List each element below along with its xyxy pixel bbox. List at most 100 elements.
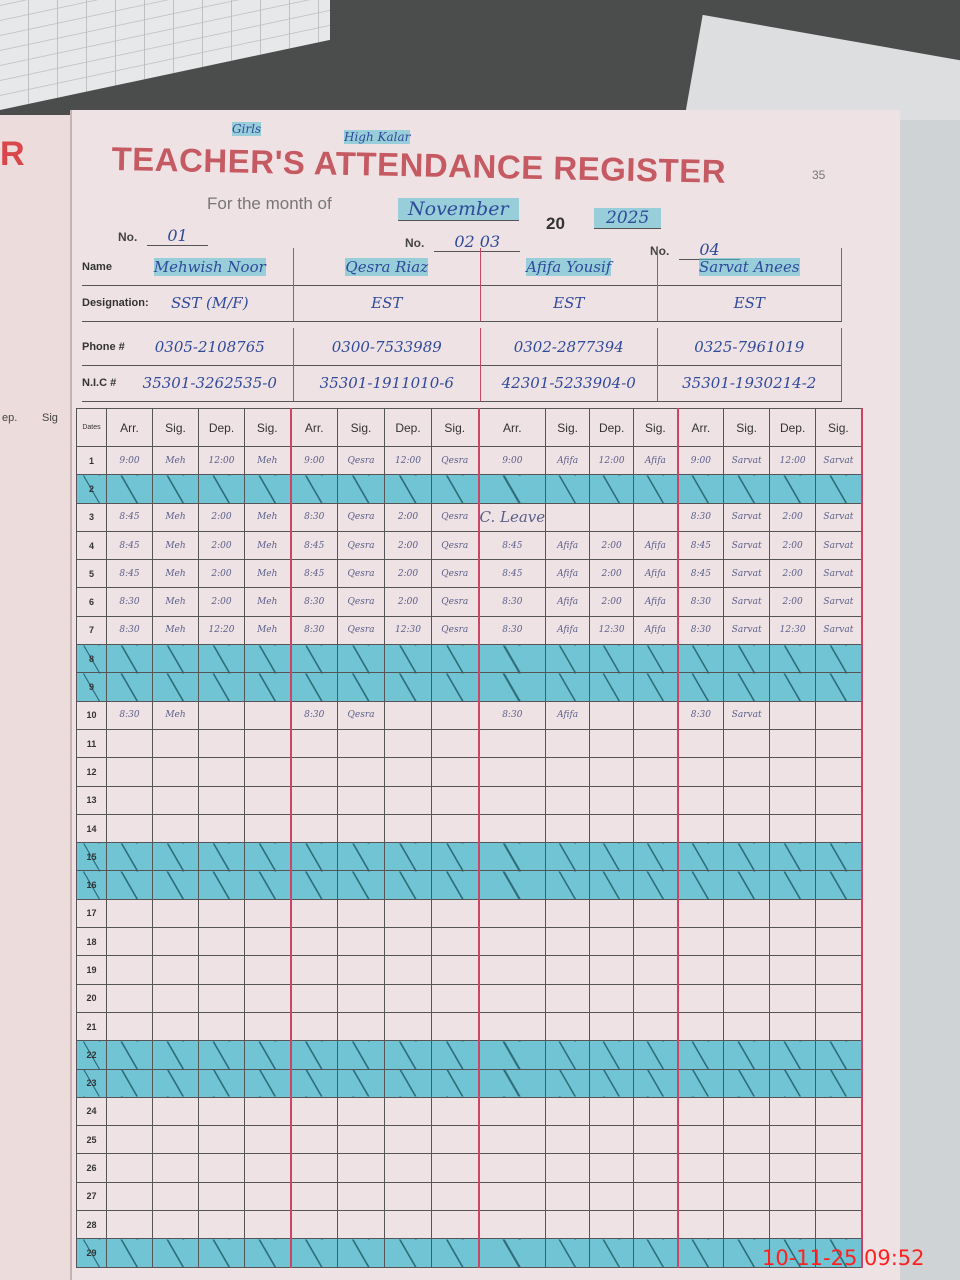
attendance-cell (633, 1210, 679, 1240)
attendance-cell: 8:45 (677, 530, 725, 561)
attendance-cell (815, 1068, 863, 1098)
attendance-cell (431, 813, 480, 844)
attendance-cell: 8:45 (290, 530, 338, 561)
attendance-cell: Afifa (545, 700, 591, 730)
attendance-cell (477, 1096, 547, 1127)
date-cell: 23 (76, 1068, 107, 1098)
attendance-cell (290, 1096, 338, 1127)
table-row: 17 (76, 898, 863, 929)
attendance-cell: Sarvat (723, 587, 771, 617)
date-cell: 4 (76, 530, 107, 561)
photo-timestamp: 10-11-25 09:52 (762, 1246, 925, 1270)
teacher-nic: 35301-1930214-2 (682, 373, 817, 392)
attendance-cell (769, 1153, 817, 1183)
attendance-cell (589, 728, 635, 759)
attendance-cell: Qesra (337, 559, 385, 589)
attendance-cell (545, 728, 591, 759)
attendance-cell (198, 870, 245, 900)
attendance-cell: Qesra (337, 700, 385, 730)
table-row: 24 (76, 1096, 863, 1127)
attendance-cell (677, 644, 725, 674)
attendance-cell (290, 955, 338, 985)
attendance-cell (384, 1125, 432, 1155)
column-header-row: Dates Arr. Sig. Dep. Sig. Arr. Sig. Dep. Sig. Arr… (76, 408, 863, 447)
date-cell: 17 (76, 898, 107, 929)
teacher-nic-cell: 35301-1930214-2 (658, 364, 842, 401)
date-cell: 15 (76, 842, 107, 872)
attendance-cell (589, 644, 635, 674)
attendance-cell: 12:00 (589, 445, 635, 476)
attendance-cell (198, 1238, 245, 1268)
teacher-name: Mehwish Noor (153, 257, 266, 276)
teacher-name-cell: Mehwish Noor (82, 248, 294, 285)
attendance-cell (431, 728, 480, 759)
attendance-cell (244, 898, 292, 929)
attendance-cell (337, 1153, 385, 1183)
attendance-cell (677, 1181, 725, 1212)
attendance-cell: 8:30 (106, 615, 153, 646)
attendance-cell (384, 1040, 432, 1070)
attendance-cell (477, 474, 547, 504)
attendance-cell: 2:00 (589, 559, 635, 589)
attendance-cell (545, 1068, 591, 1098)
attendance-cell (106, 785, 153, 815)
attendance-cell: 2:00 (384, 530, 432, 561)
attendance-cell (290, 1040, 338, 1070)
year-value: 2025 (594, 208, 662, 229)
attendance-cell (769, 813, 817, 844)
attendance-cell (589, 1040, 635, 1070)
number-label: No. (405, 236, 425, 250)
attendance-cell (633, 842, 679, 872)
attendance-cell (815, 757, 863, 787)
attendance-cell (769, 1238, 817, 1268)
attendance-cell: 8:30 (677, 615, 725, 646)
attendance-cell (677, 983, 725, 1013)
attendance-cell (677, 728, 725, 759)
attendance-cell (589, 1096, 635, 1127)
attendance-cell (431, 644, 480, 674)
attendance-cell (769, 983, 817, 1013)
attendance-cell (815, 700, 863, 730)
attendance-cell (633, 785, 679, 815)
column-header: Sig. (723, 408, 771, 447)
teacher-phone-cell: 0325-7961019 (658, 328, 842, 365)
table-row: 21 (76, 1011, 863, 1042)
attendance-cell (477, 1238, 547, 1268)
attendance-cell (431, 1040, 480, 1070)
attendance-cell: Sarvat (815, 615, 863, 646)
attendance-cell (384, 757, 432, 787)
teacher-name-cell: Sarvat Anees (658, 248, 842, 285)
column-header: Sig. (815, 408, 863, 447)
attendance-cell (589, 672, 635, 702)
attendance-cell (106, 813, 153, 844)
attendance-cell (589, 1068, 635, 1098)
attendance-cell: Meh (244, 615, 292, 646)
teacher-nic-cell: 35301-3262535-0 (82, 364, 294, 401)
table-row: 14 (76, 813, 863, 844)
attendance-cell (431, 672, 480, 702)
attendance-cell (477, 1125, 547, 1155)
table-row: 5 8:45 Meh 2:00 Meh 8:45 Qesra 2:00 Qesra 8:45 Afi… (76, 559, 863, 589)
column-header: Dep. (198, 408, 245, 447)
attendance-cell (477, 927, 547, 957)
attendance-cell (431, 1153, 480, 1183)
attendance-cell (152, 728, 199, 759)
attendance-cell (545, 898, 591, 929)
number-value: 04 (679, 240, 740, 260)
table-row: 27 (76, 1181, 863, 1212)
attendance-cell (723, 870, 771, 900)
attendance-cell (244, 757, 292, 787)
attendance-cell (106, 1125, 153, 1155)
attendance-cell (198, 927, 245, 957)
attendance-cell (198, 1153, 245, 1183)
attendance-cell (769, 927, 817, 957)
attendance-cell (477, 785, 547, 815)
attendance-cell (431, 1068, 480, 1098)
attendance-cell: Qesra (337, 530, 385, 561)
attendance-cell (589, 757, 635, 787)
attendance-cell: Afifa (545, 530, 591, 561)
attendance-cell: Afifa (545, 445, 591, 476)
attendance-cell (545, 1181, 591, 1212)
attendance-cell (477, 1210, 547, 1240)
attendance-cell (545, 955, 591, 985)
